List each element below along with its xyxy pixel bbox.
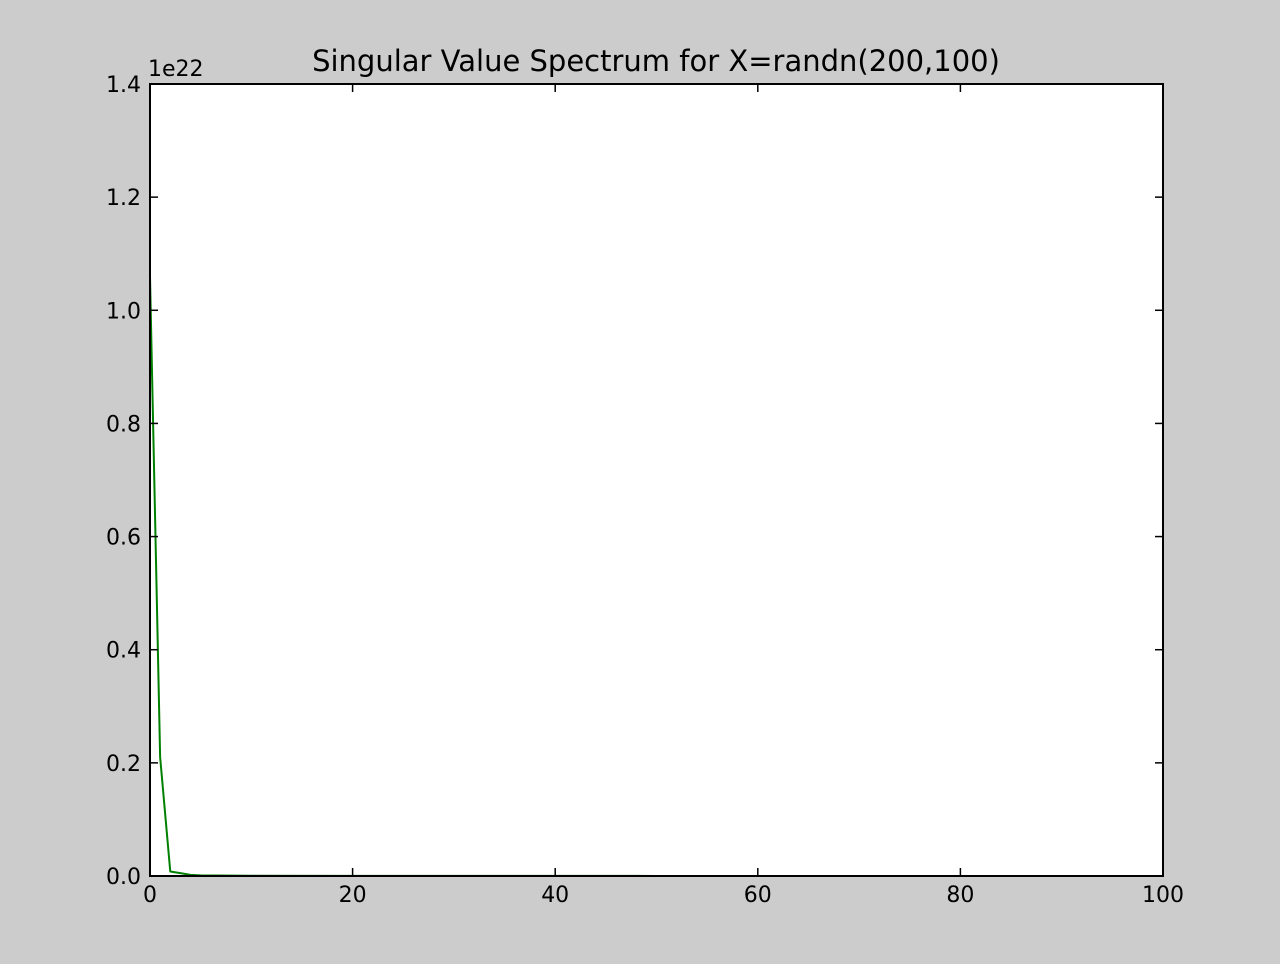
y-tick-label: 1.0 [106, 299, 141, 324]
axes-background [150, 84, 1163, 876]
axes-frame [149, 83, 1164, 877]
y-tick-label: 0.6 [106, 526, 141, 551]
y-tick-label: 0.0 [106, 865, 141, 890]
x-tick-label: 40 [541, 883, 569, 908]
tick-labels-layer: 0 20 40 60 80 100 0.0 0.2 0.4 0.6 0.8 1.0 1.2 1.4 [106, 73, 1184, 908]
x-tick-label: 0 [143, 883, 157, 908]
chart-title: Singular Value Spectrum for X=randn(200,… [312, 44, 1000, 78]
y-tick-label: 0.2 [106, 752, 141, 777]
y-tick-label: 0.4 [106, 639, 141, 664]
x-tick-label: 80 [946, 883, 974, 908]
x-tick-label: 60 [744, 883, 772, 908]
x-tick-label: 100 [1142, 883, 1184, 908]
x-tick-label: 20 [339, 883, 367, 908]
y-tick-label: 1.2 [106, 186, 141, 211]
y-tick-label: 0.8 [106, 412, 141, 437]
y-tick-label: 1.4 [106, 73, 141, 98]
y-axis-offset-label: 1e22 [148, 57, 204, 82]
